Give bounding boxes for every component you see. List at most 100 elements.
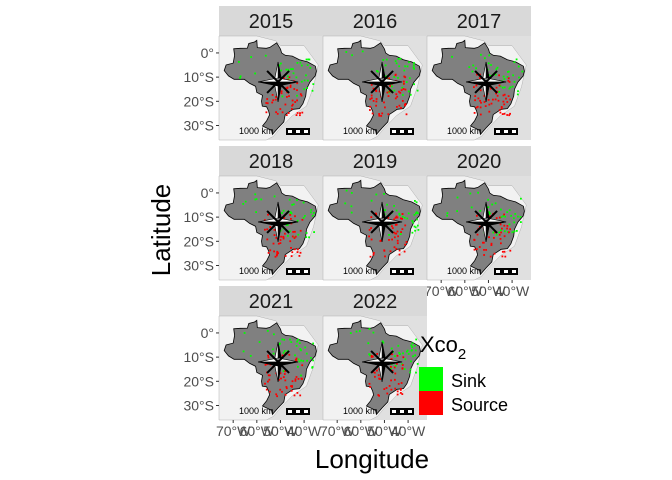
sink-point [410,344,413,347]
source-point [479,106,482,109]
sink-point [487,206,490,209]
source-point [281,390,283,393]
source-point [269,249,272,252]
source-point [404,224,407,227]
sink-point [395,62,398,65]
sink-point [446,212,449,214]
source-point [384,255,386,258]
sink-point [416,89,419,92]
sink-point [350,192,353,194]
source-point [280,377,282,380]
source-point [473,112,476,114]
sink-point [285,68,288,71]
sink-point [310,357,312,359]
sink-point [307,58,310,61]
source-point [264,364,267,366]
source-point [291,380,294,383]
source-point [398,253,401,256]
source-point [401,217,403,220]
source-point [394,97,397,100]
y-tick-label: 10°S [183,349,214,365]
source-point [368,229,371,231]
source-point [396,362,398,365]
source-point [267,380,269,383]
source-point [501,250,504,253]
sink-point [411,231,414,234]
sink-point [305,352,308,355]
source-point [296,112,299,114]
sink-point [456,210,458,212]
source-point [277,252,279,255]
source-point [299,229,302,232]
source-point [383,101,385,104]
source-point [484,105,487,107]
source-point [273,250,275,253]
source-point [400,89,403,92]
sink-point [415,211,418,214]
source-point [498,84,501,87]
sink-point [500,216,503,219]
sink-point [410,360,412,363]
sink-point [306,87,308,89]
source-point [389,85,391,87]
sink-point [312,83,315,85]
sink-point [407,353,410,355]
sink-point [484,57,486,60]
source-point [296,89,298,91]
sink-point [289,211,292,214]
source-point [493,237,495,239]
source-point [405,113,408,116]
sink-point [409,371,412,374]
source-point [287,112,290,114]
x-tick-label: 70°W [216,423,251,439]
source-point [383,249,386,252]
sink-point [300,64,303,67]
scalebar-label: 1000 km [239,406,274,416]
source-point [379,378,381,380]
sink-point [312,359,314,362]
sink-point [456,196,459,199]
sink-point [518,76,520,79]
source-point [280,90,283,93]
source-point [483,241,485,244]
sink-point [399,57,402,60]
sink-point [382,59,385,61]
source-point [290,389,293,392]
x-tick-label: 60°W [240,423,275,439]
source-point [386,392,389,395]
source-point [404,88,407,91]
source-point [396,106,398,108]
source-point [495,92,497,95]
sink-point [310,209,313,211]
brazil-map [431,179,525,276]
sink-point [403,368,406,370]
sink-point [402,215,404,218]
scalebar-label: 1000 km [447,266,482,276]
sink-point [297,338,299,341]
sink-point [495,68,498,71]
sink-point [286,224,289,226]
source-point [370,355,373,357]
source-point [479,113,482,116]
sink-point [412,64,415,67]
source-point [479,99,481,102]
sink-point [387,90,390,93]
sink-point [489,212,491,215]
y-tick-label: 20°S [183,233,214,249]
x-tick-label: 50°W [471,283,506,299]
sink-point [469,192,472,195]
sink-point [370,199,373,202]
sink-point [377,70,379,73]
sink-point [413,344,416,347]
source-point [386,91,389,94]
legend-swatch-source [419,391,443,415]
source-point [502,100,505,103]
source-point [493,252,496,255]
source-point [369,255,372,258]
sink-point [298,360,301,363]
source-point [276,251,279,254]
sink-point [394,355,396,357]
sink-point [507,70,510,73]
source-point [487,99,490,101]
sink-point [281,338,284,341]
